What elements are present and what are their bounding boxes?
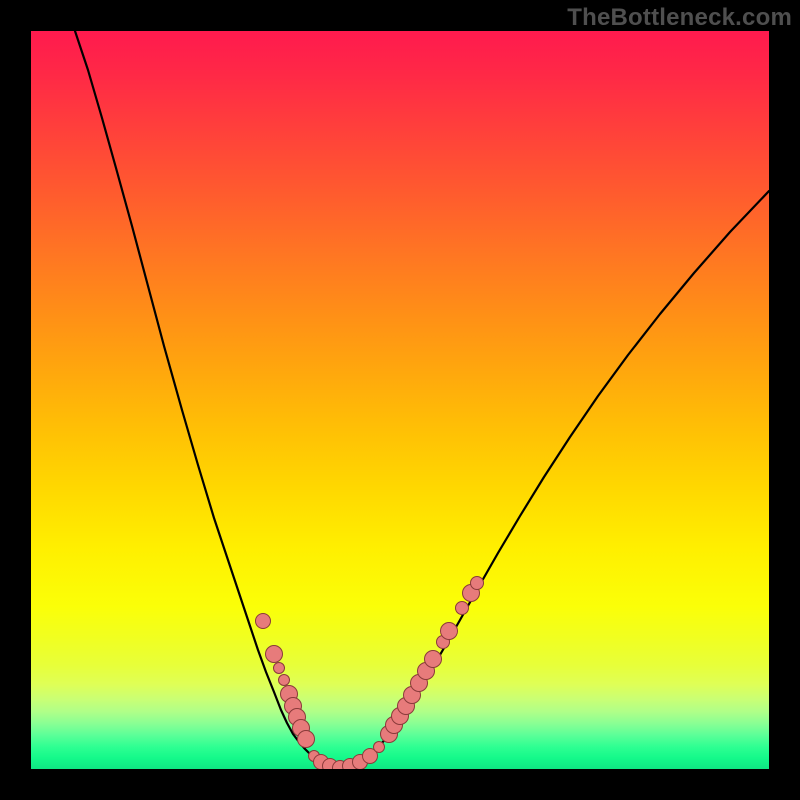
curve-marker [425, 651, 442, 668]
curve-marker [274, 663, 285, 674]
curve-marker [279, 675, 290, 686]
chart-stage: TheBottleneck.com [0, 0, 800, 800]
bottleneck-chart [0, 0, 800, 800]
curve-marker [266, 646, 283, 663]
curve-marker [441, 623, 458, 640]
watermark-label: TheBottleneck.com [567, 4, 792, 32]
chart-gradient-bg [31, 31, 769, 769]
curve-marker [471, 577, 484, 590]
curve-marker [456, 602, 469, 615]
curve-marker [374, 742, 385, 753]
curve-marker [256, 614, 271, 629]
curve-marker [298, 731, 315, 748]
